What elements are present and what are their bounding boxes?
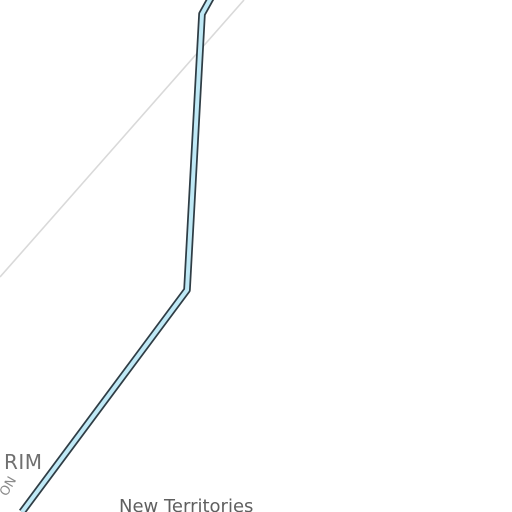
faint-diagonal-line: [0, 0, 245, 278]
route-line[interactable]: [20, 0, 213, 512]
region-label: New Territories: [119, 496, 254, 512]
route-outline: [18, 0, 215, 512]
district-label: RIM: [4, 450, 43, 474]
